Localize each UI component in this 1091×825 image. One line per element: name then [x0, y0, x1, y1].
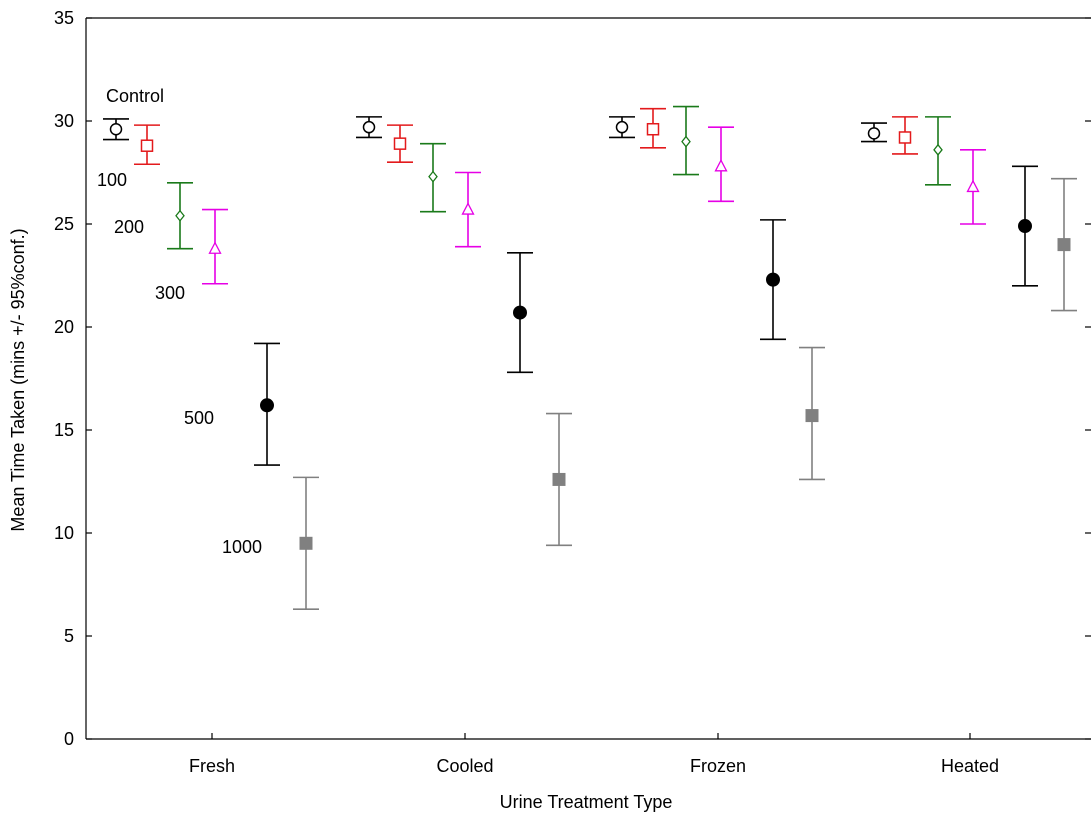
data-point-marker: [140, 139, 154, 152]
data-point-marker: [428, 170, 438, 183]
x-axis-title: Urine Treatment Type: [500, 792, 673, 812]
series-annotation: 100: [97, 170, 127, 190]
x-tick-label: Frozen: [690, 756, 746, 776]
error-bar-point: [799, 346, 825, 481]
x-axis: Fresh Cooled Frozen Heated: [189, 733, 999, 776]
data-point-marker: [714, 158, 728, 172]
x-tick-label: Heated: [941, 756, 999, 776]
data-point-marker: [867, 127, 881, 140]
error-bar-point: [760, 219, 786, 341]
error-bar-point: [356, 116, 382, 139]
data-point-marker: [208, 241, 222, 254]
data-point-marker: [109, 122, 123, 136]
error-bar-point: [293, 476, 319, 611]
error-bar-point: [1051, 177, 1077, 312]
error-bar-point: [892, 116, 918, 155]
error-bar-point: [609, 116, 635, 139]
data-point-marker: [260, 398, 274, 413]
series-annotation: Control: [106, 86, 164, 106]
x-tick-label: Fresh: [189, 756, 235, 776]
error-bar-point: [202, 208, 228, 285]
series-annotation: 200: [114, 217, 144, 237]
y-tick-label: 35: [54, 8, 74, 28]
error-bar-point: [134, 124, 160, 166]
error-bar-point: [640, 107, 666, 149]
series-annotation: 1000: [222, 537, 262, 557]
error-bar-point: [387, 124, 413, 163]
error-bar-point: [103, 118, 129, 141]
data-point-marker: [615, 120, 629, 134]
data-marks: [103, 105, 1077, 611]
error-bar-point: [861, 122, 887, 143]
series-annotation: 500: [184, 408, 214, 428]
data-point-marker: [175, 209, 185, 222]
data-point-marker: [898, 131, 912, 144]
error-bar-point: [1012, 165, 1038, 287]
data-point-marker: [461, 202, 475, 215]
error-bar-point: [167, 182, 193, 250]
y-tick-label: 30: [54, 111, 74, 131]
data-point-marker: [362, 120, 376, 134]
y-tick-label: 0: [64, 729, 74, 749]
data-point-marker: [966, 179, 980, 193]
data-point-marker: [805, 409, 819, 423]
y-tick-label: 5: [64, 626, 74, 646]
data-point-marker: [552, 472, 566, 486]
data-point-marker: [766, 272, 780, 287]
plot-frame: [85, 17, 1091, 740]
data-point-marker: [299, 536, 313, 550]
data-point-marker: [513, 305, 527, 320]
data-point-marker: [933, 143, 943, 156]
x-tick-label: Cooled: [436, 756, 493, 776]
y-axis-title: Mean Time Taken (mins +/- 95%conf.): [8, 228, 28, 531]
error-bar-point: [673, 105, 699, 176]
error-bar-point: [507, 252, 533, 374]
y-tick-label: 25: [54, 214, 74, 234]
series-labels: Control 100 200 300 500 1000: [97, 86, 262, 557]
series-annotation: 300: [155, 283, 185, 303]
data-point-marker: [1057, 238, 1071, 252]
error-bar-point: [925, 116, 951, 186]
y-tick-label: 10: [54, 523, 74, 543]
error-bar-point: [254, 342, 280, 466]
data-point-marker: [646, 122, 660, 136]
y-tick-label: 20: [54, 317, 74, 337]
data-point-marker: [1018, 219, 1032, 234]
y-tick-label: 15: [54, 420, 74, 440]
error-bar-point: [455, 171, 481, 248]
error-bar-point: [420, 142, 446, 213]
error-bar-point: [708, 126, 734, 203]
error-bar-point: [546, 412, 572, 547]
y-axis: 0 5 10 15 20 25 30 35: [54, 8, 1091, 749]
data-point-marker: [681, 135, 691, 148]
error-bar-point: [960, 149, 986, 225]
data-point-marker: [393, 137, 407, 150]
